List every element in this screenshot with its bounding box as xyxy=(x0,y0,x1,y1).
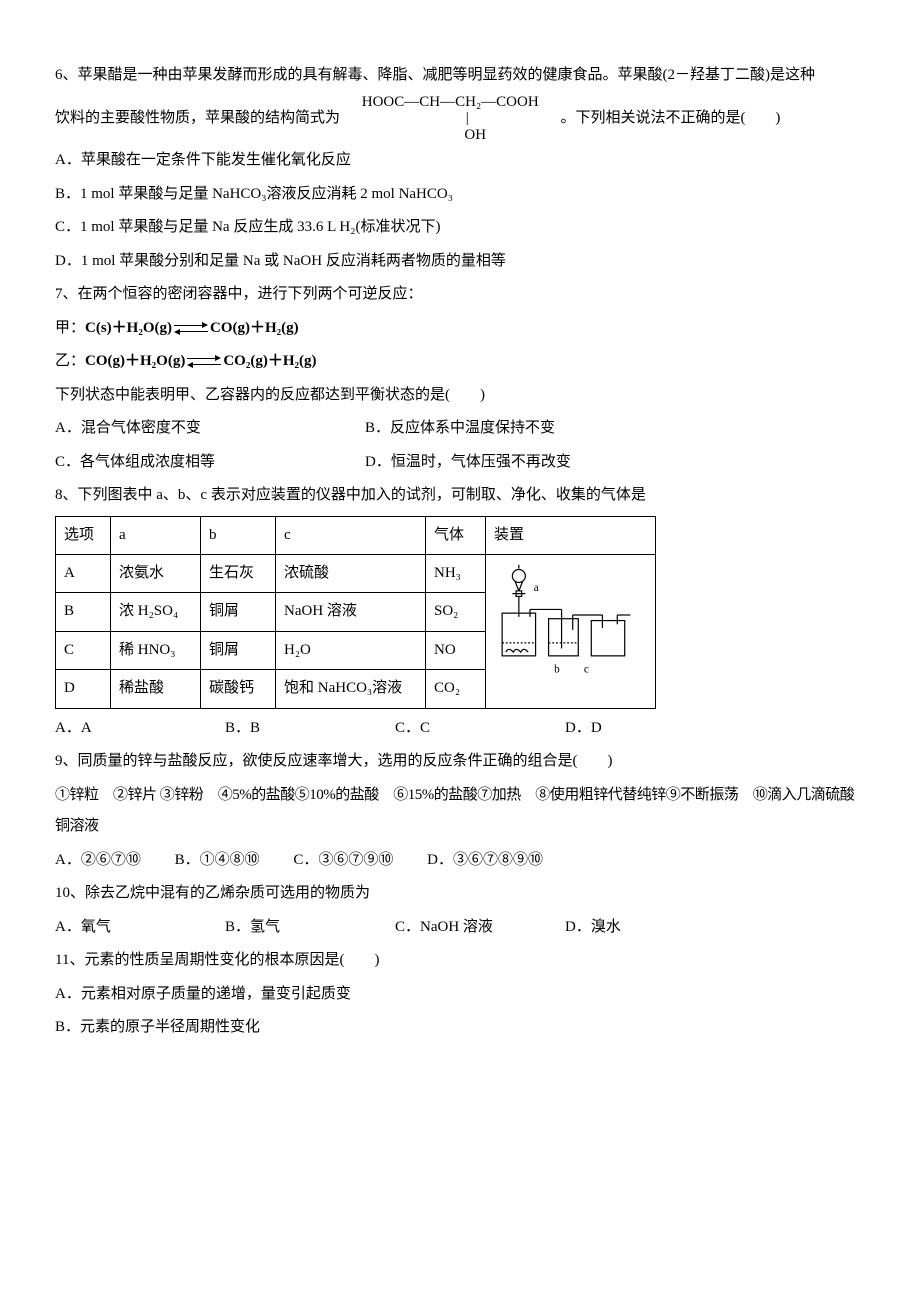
q10-opt-a: A．氧气 xyxy=(55,912,225,944)
q6-opt-c: C．1 mol 苹果酸与足量 Na 反应生成 33.6 L H₂(标准状况下) xyxy=(55,212,865,244)
th-a: a xyxy=(111,516,201,554)
q6-structural-formula: HOOC—CH—CH₂—COOH | OH xyxy=(362,94,539,144)
q9-opt-c: C．③⑥⑦⑨⑩ xyxy=(293,852,393,868)
q7-opt-a: A．混合气体密度不变 xyxy=(55,413,365,445)
q6-opt-a: A．苹果酸在一定条件下能发生催化氧化反应 xyxy=(55,145,865,177)
q10-opts: A．氧气 B．氢气 C．NaOH 溶液 D．溴水 xyxy=(55,912,865,944)
th-b: b xyxy=(201,516,276,554)
q8-opt-d: D．D xyxy=(565,713,735,745)
q10-opt-b: B．氢气 xyxy=(225,912,395,944)
q9-items: ①锌粒 ②锌片 ③锌粉 ④5%的盐酸⑤10%的盐酸 ⑥15%的盐酸⑦加热 ⑧使用… xyxy=(55,780,865,843)
q6-line2: 饮料的主要酸性物质，苹果酸的结构简式为 HOOC—CH—CH₂—COOH | O… xyxy=(55,94,865,144)
q7-eq2: 乙：CO(g)＋H₂O(g)CO₂(g)＋H₂(g) xyxy=(55,346,865,378)
q6-stem-b: 饮料的主要酸性物质，苹果酸的结构简式为 xyxy=(55,110,340,126)
th-gas: 气体 xyxy=(426,516,486,554)
question-9: 9、同质量的锌与盐酸反应，欲使反应速率增大，选用的反应条件正确的组合是( ) xyxy=(55,746,865,778)
label-c: c xyxy=(584,663,589,675)
th-c: c xyxy=(276,516,426,554)
label-b: b xyxy=(554,663,560,675)
q11-opt-b: B．元素的原子半径周期性变化 xyxy=(55,1012,865,1044)
q7-opts-row2: C．各气体组成浓度相等 D．恒温时，气体压强不再改变 xyxy=(55,447,865,479)
table-row: A 浓氨水 生石灰 浓硫酸 NH₃ xyxy=(56,554,656,593)
q8-opts: A．A B．B C．C D．D xyxy=(55,713,865,745)
q8-opt-c: C．C xyxy=(395,713,565,745)
q9-opts: A．②⑥⑦⑩ B．①④⑧⑩ C．③⑥⑦⑨⑩ D．③⑥⑦⑧⑨⑩ xyxy=(55,845,865,877)
q8-opt-a: A．A xyxy=(55,713,225,745)
equilibrium-arrow-icon xyxy=(187,358,221,365)
apparatus-cell: a b c xyxy=(486,554,656,708)
question-11: 11、元素的性质呈周期性变化的根本原因是( ) xyxy=(55,945,865,977)
question-6: 6、苹果醋是一种由苹果发酵而形成的具有解毒、降脂、减肥等明显药效的健康食品。苹果… xyxy=(55,60,865,92)
q11-opt-a: A．元素相对原子质量的递增，量变引起质变 xyxy=(55,979,865,1011)
q7-eq1: 甲：C(s)＋H₂O(g)CO(g)＋H₂(g) xyxy=(55,313,865,345)
equilibrium-arrow-icon xyxy=(174,325,208,332)
q7-stem2: 下列状态中能表明甲、乙容器内的反应都达到平衡状态的是( ) xyxy=(55,380,865,412)
q8-opt-b: B．B xyxy=(225,713,395,745)
q8-table: 选项 a b c 气体 装置 A 浓氨水 生石灰 浓硫酸 NH₃ xyxy=(55,516,656,709)
q6-stem-c: 。下列相关说法不正确的是( ) xyxy=(560,110,780,126)
q9-opt-d: D．③⑥⑦⑧⑨⑩ xyxy=(427,852,543,868)
question-7: 7、在两个恒容的密闭容器中，进行下列两个可逆反应： xyxy=(55,279,865,311)
q9-opt-b: B．①④⑧⑩ xyxy=(175,852,260,868)
question-8: 8、下列图表中 a、b、c 表示对应装置的仪器中加入的试剂，可制取、净化、收集的… xyxy=(55,480,865,512)
q6-opt-d: D．1 mol 苹果酸分别和足量 Na 或 NaOH 反应消耗两者物质的量相等 xyxy=(55,246,865,278)
table-header-row: 选项 a b c 气体 装置 xyxy=(56,516,656,554)
q10-opt-c: C．NaOH 溶液 xyxy=(395,912,565,944)
q10-opt-d: D．溴水 xyxy=(565,912,735,944)
q6-stem-a: 6、苹果醋是一种由苹果发酵而形成的具有解毒、降脂、减肥等明显药效的健康食品。苹果… xyxy=(55,67,815,83)
q9-opt-a: A．②⑥⑦⑩ xyxy=(55,852,141,868)
th-option: 选项 xyxy=(56,516,111,554)
question-10: 10、除去乙烷中混有的乙烯杂质可选用的物质为 xyxy=(55,878,865,910)
label-a: a xyxy=(534,581,539,593)
q7-opt-d: D．恒温时，气体压强不再改变 xyxy=(365,447,571,479)
th-apparatus: 装置 xyxy=(486,516,656,554)
apparatus-diagram-icon: a b c xyxy=(494,563,644,693)
q6-opt-b: B．1 mol 苹果酸与足量 NaHCO₃溶液反应消耗 2 mol NaHCO₃ xyxy=(55,179,865,211)
q7-opts-row1: A．混合气体密度不变 B．反应体系中温度保持不变 xyxy=(55,413,865,445)
q7-opt-b: B．反应体系中温度保持不变 xyxy=(365,413,555,445)
q7-opt-c: C．各气体组成浓度相等 xyxy=(55,447,365,479)
